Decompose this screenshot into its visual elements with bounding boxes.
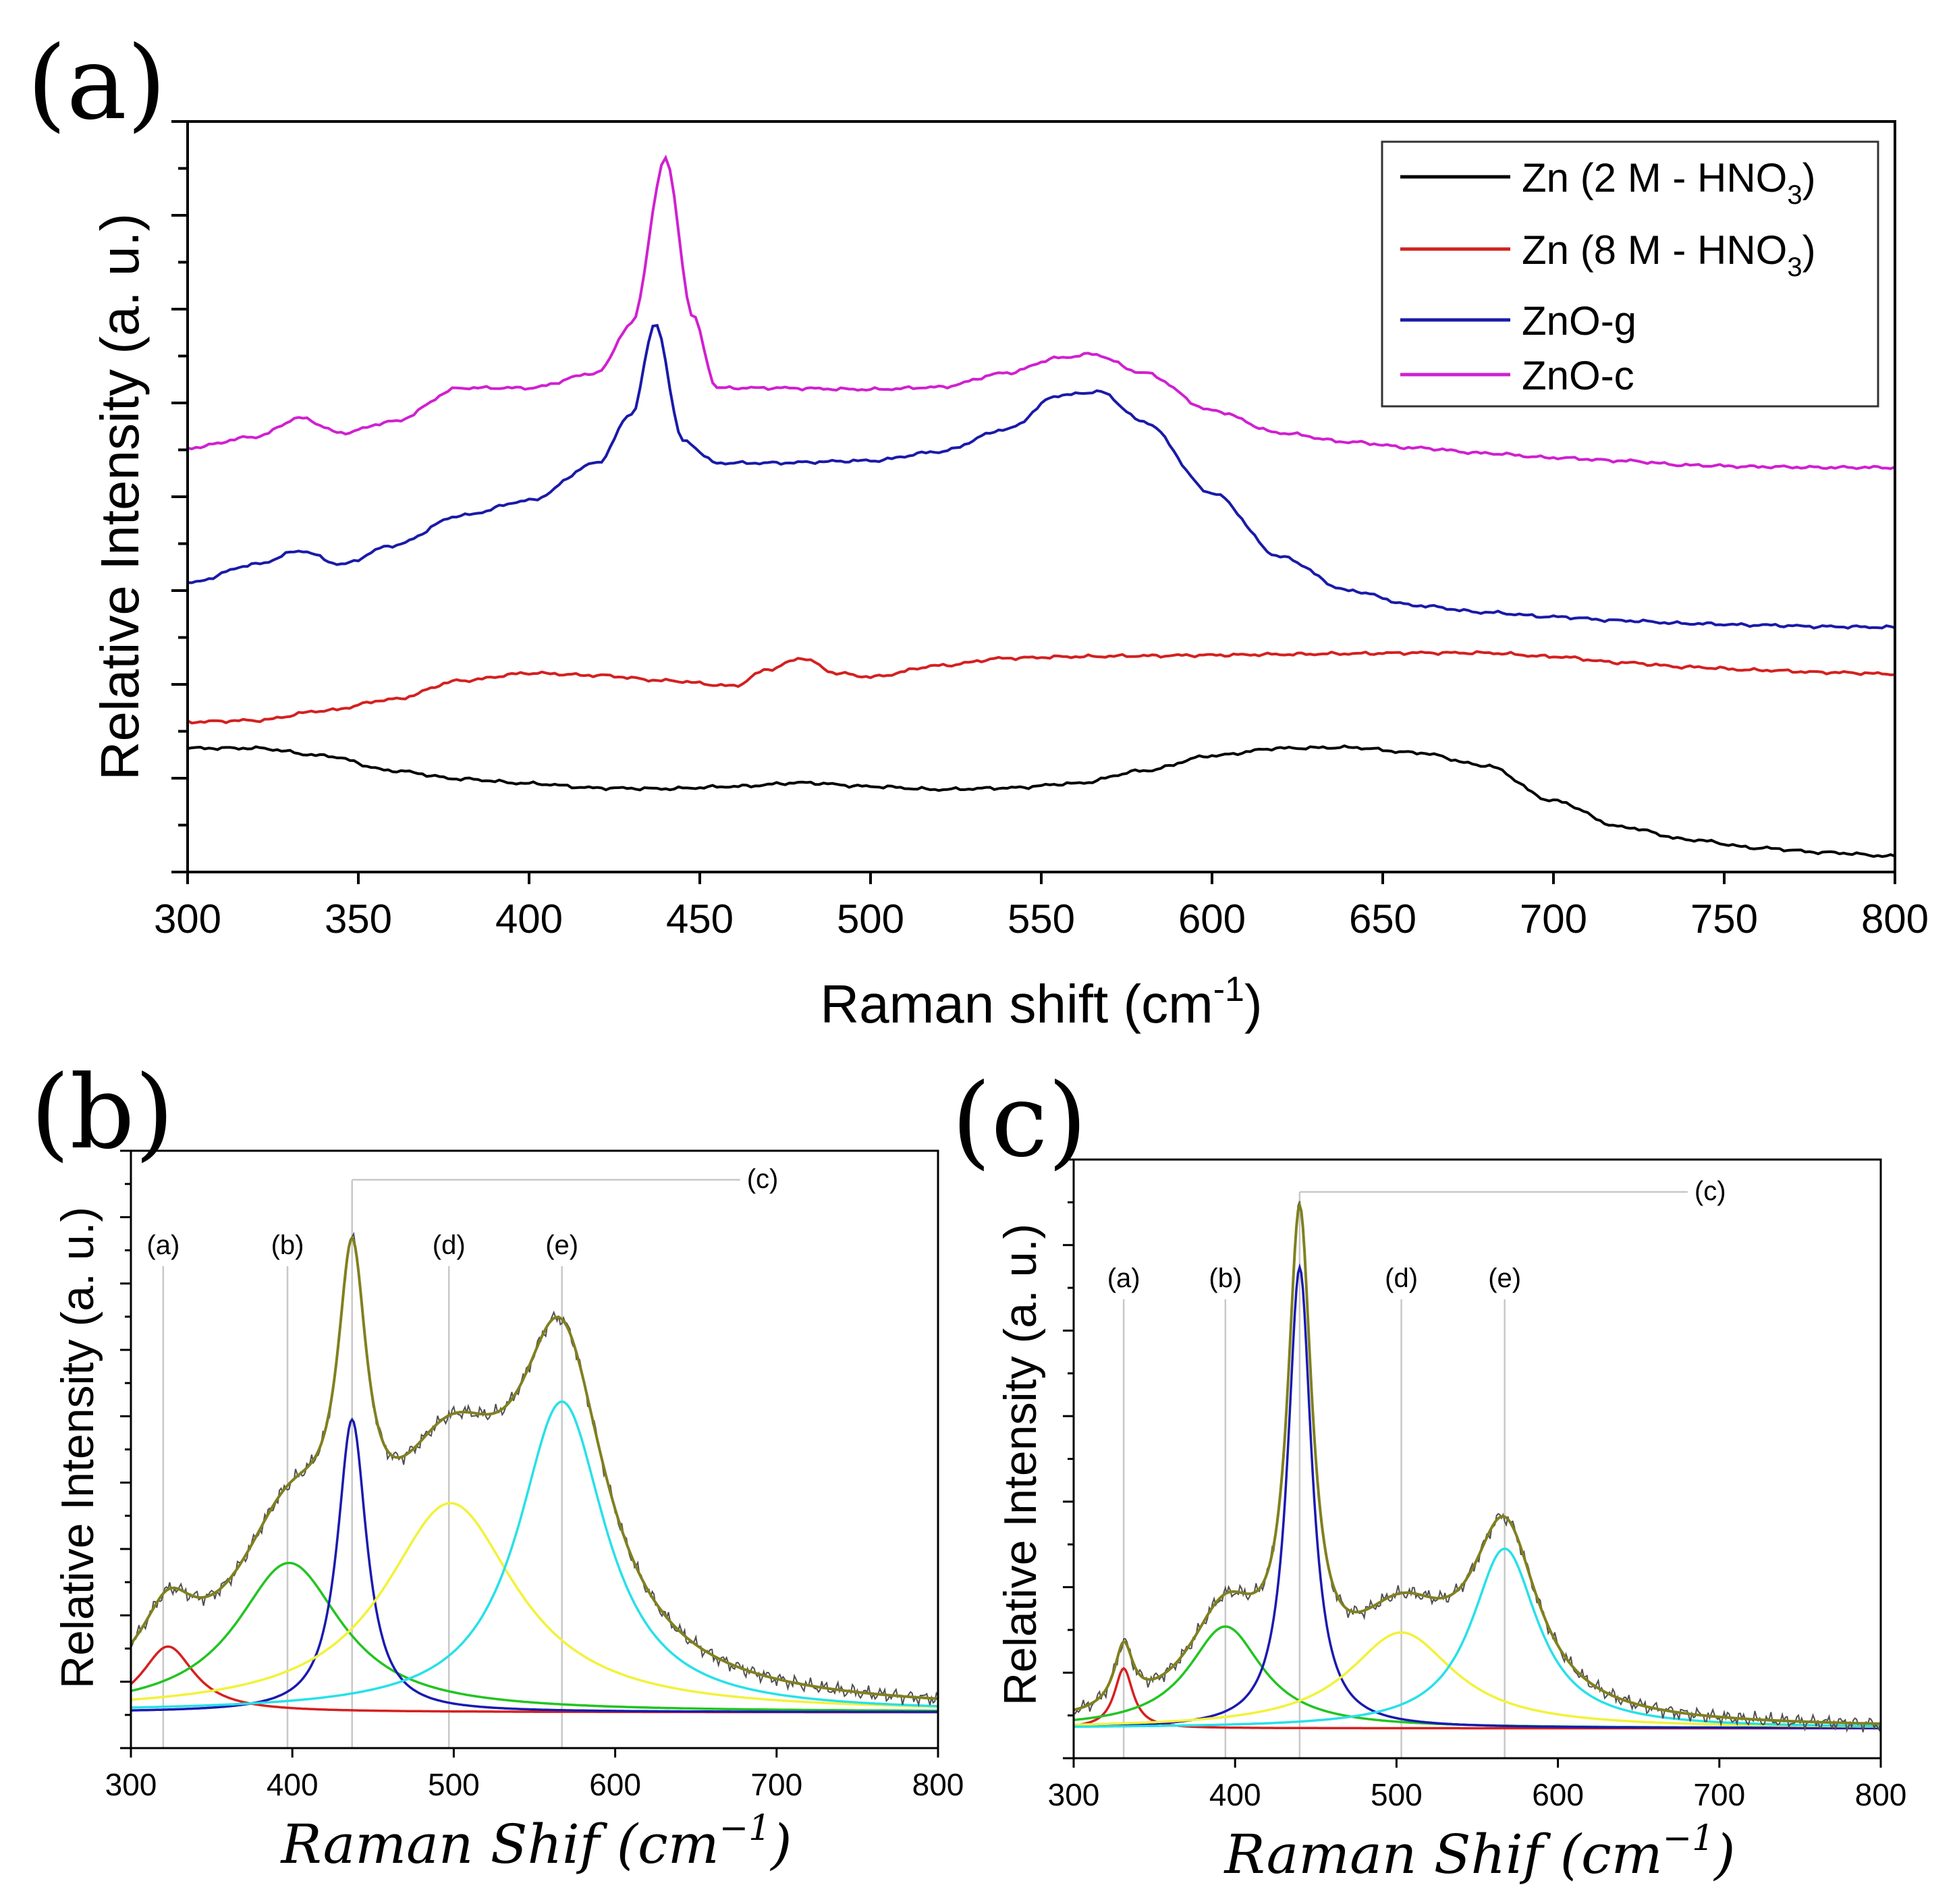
panel-c-xlabel-sup: −1 <box>1663 1818 1715 1859</box>
x-tick-label: 800 <box>912 1767 964 1802</box>
x-tick-label: 600 <box>1178 896 1246 942</box>
panel-b-axes: 300 400 500 600 700 800 <box>105 1149 964 1802</box>
panel-c-plot-frame <box>1072 1158 1882 1760</box>
x-tick-label: 750 <box>1690 896 1758 942</box>
x-tick-label: 450 <box>666 896 734 942</box>
x-tick-label: 400 <box>1209 1777 1261 1812</box>
panel-b-ylabel: Relative Intensity (a. u.) <box>52 1207 103 1689</box>
x-tick-label: 500 <box>1371 1777 1423 1812</box>
fit-component-peak-b <box>1073 1625 1881 1729</box>
legend-box <box>1381 140 1879 408</box>
x-tick-label: 700 <box>750 1767 802 1802</box>
peak-label: (a) <box>146 1230 180 1260</box>
legend-zn-2m-end: ) <box>1802 155 1816 200</box>
panel-a-series-group <box>187 154 1896 859</box>
peak-label: (b) <box>1209 1263 1242 1293</box>
peak-label: (e) <box>1488 1263 1521 1293</box>
legend-zn-2m-sub: 3 <box>1787 180 1802 210</box>
legend-label-zn-8m: Zn (8 M - HNO3) <box>1522 227 1816 282</box>
legend-zn-8m-main: Zn (8 M - HNO <box>1522 227 1787 273</box>
x-tick-label: 800 <box>1861 896 1929 942</box>
panel-b-label: (b) <box>30 1054 174 1172</box>
panel-b-xlabel-sup: −1 <box>719 1808 771 1849</box>
panel-c-xlabel-end: ) <box>1713 1823 1735 1886</box>
peak-label: (c) <box>747 1164 779 1194</box>
panel-c-xlabel: Raman Shif (cm−1) <box>1223 1818 1736 1886</box>
peak-label: (d) <box>1385 1263 1418 1293</box>
fit-component-peak-d <box>130 1502 938 1708</box>
fit-component-peak-d <box>1074 1631 1881 1728</box>
legend-label-zno-g: ZnO-g <box>1522 298 1636 344</box>
x-tick-label: 800 <box>1855 1777 1907 1812</box>
panel-a-label: (a) <box>27 25 166 142</box>
series-line-zn-2-m-hno0 <box>187 744 1896 859</box>
panel-a: (a) 300 350 400 450 500 550 600 650 700 750 800 Re… <box>27 25 1929 1034</box>
panel-a-xlabel-sup: -1 <box>1213 970 1244 1009</box>
panel-a-ylabel: Relative Intensity (a. u.) <box>90 213 150 780</box>
legend-label-zn-2m: Zn (2 M - HNO3) <box>1522 155 1816 210</box>
cumulative-fit-line <box>130 1236 939 1700</box>
legend-label-zno-c: ZnO-c <box>1522 353 1634 398</box>
x-tick-label: 500 <box>837 896 904 942</box>
panel-b: (b) (a) (b) (c) (d) (e) 300 400 500 600 700 800 R… <box>30 1054 964 1876</box>
panel-b-plot-content: (a) (b) (c) (d) (e) <box>130 1164 939 1748</box>
x-tick-label: 600 <box>1532 1777 1584 1812</box>
panel-a-legend: Zn (2 M - HNO3) Zn (8 M - HNO3) ZnO-g Zn… <box>1381 140 1879 408</box>
x-tick-label: 350 <box>325 896 392 942</box>
fit-component-peak-e <box>130 1400 939 1709</box>
x-tick-label: 300 <box>154 896 221 942</box>
x-tick-label: 600 <box>589 1767 641 1802</box>
peak-label: (b) <box>271 1230 304 1260</box>
peak-label: (d) <box>433 1230 466 1260</box>
cumulative-fit-line <box>1073 1200 1881 1725</box>
panel-c-axes: 300 400 500 600 700 800 <box>1048 1158 1907 1812</box>
raw-spectrum-line <box>1073 1201 1881 1733</box>
x-tick-label: 700 <box>1520 896 1587 942</box>
x-tick-label: 300 <box>1048 1777 1100 1812</box>
panel-b-xlabel-main: Raman Shif (cm <box>280 1813 719 1876</box>
series-line-zno-g2 <box>187 323 1896 630</box>
panel-c: (c) (a) (b) (c) (d) (e) 300 400 500 600 700 800 R… <box>952 1062 1906 1886</box>
x-tick-label: 650 <box>1349 896 1416 942</box>
fit-component-peak-b <box>130 1561 938 1712</box>
panel-c-plot-content: (a) (b) (c) (d) (e) <box>1073 1176 1881 1758</box>
x-tick-label: 300 <box>105 1767 157 1802</box>
panel-a-axes: 300 350 400 450 500 550 600 650 700 750 800 <box>154 120 1929 942</box>
peak-label: (a) <box>1107 1263 1140 1293</box>
panel-b-xlabel-end: ) <box>769 1813 792 1876</box>
fit-component-peak-c <box>131 1417 938 1714</box>
x-tick-label: 700 <box>1693 1777 1745 1812</box>
peak-label: (c) <box>1695 1176 1726 1206</box>
x-tick-label: 500 <box>428 1767 480 1802</box>
fit-component-peak-c <box>1074 1263 1881 1729</box>
peak-label: (e) <box>545 1230 578 1260</box>
panel-c-label: (c) <box>952 1062 1087 1180</box>
panel-b-xlabel: Raman Shif (cm−1) <box>280 1808 792 1876</box>
legend-zn-8m-end: ) <box>1802 227 1816 273</box>
series-line-zno-c3 <box>187 154 1896 470</box>
panel-c-ylabel: Relative Intensity (a. u.) <box>995 1224 1046 1706</box>
panel-a-xlabel-end: ) <box>1244 974 1263 1034</box>
x-tick-label: 550 <box>1008 896 1075 942</box>
fit-component-peak-e <box>1074 1547 1881 1729</box>
legend-zn-8m-sub: 3 <box>1787 252 1802 282</box>
panel-c-xlabel-main: Raman Shif (cm <box>1223 1823 1663 1886</box>
x-tick-label: 400 <box>495 896 563 942</box>
panel-a-xlabel-main: Raman shift (cm <box>820 974 1213 1034</box>
x-tick-label: 400 <box>267 1767 319 1802</box>
panel-a-xlabel: Raman shift (cm-1) <box>820 970 1262 1034</box>
series-line-zn-8-m-hno1 <box>187 650 1896 725</box>
panel-b-plot-frame <box>130 1149 939 1749</box>
legend-zn-2m-main: Zn (2 M - HNO <box>1522 155 1787 200</box>
